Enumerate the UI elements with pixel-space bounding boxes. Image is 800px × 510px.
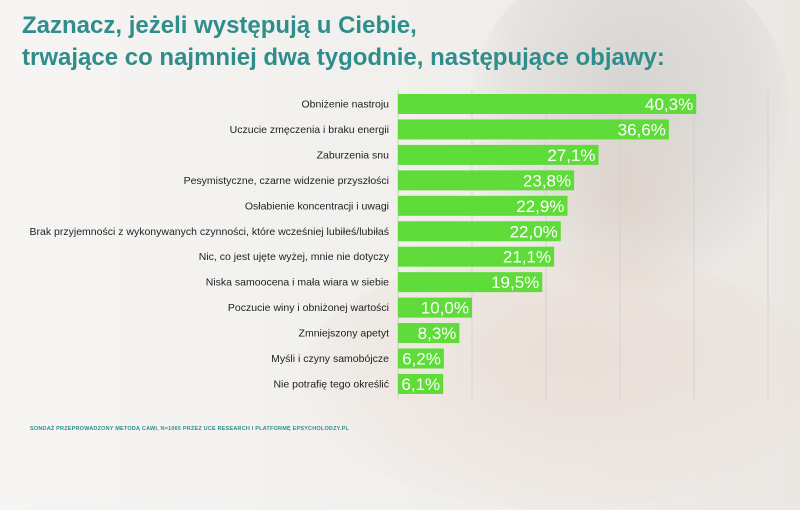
value-label: 19,5% — [491, 273, 539, 292]
category-label: Nic, co jest ujęte wyżej, mnie nie dotyc… — [199, 251, 390, 263]
value-label: 22,9% — [516, 197, 564, 216]
value-label: 6,1% — [401, 375, 440, 394]
bar — [398, 272, 543, 293]
value-label: 27,1% — [547, 146, 595, 165]
value-label: 10,0% — [421, 299, 469, 318]
value-label: 21,1% — [503, 248, 551, 267]
bar — [398, 119, 669, 140]
bar-chart: Obniżenie nastroju 40,3% Uczucie zmęczenia… — [30, 90, 769, 400]
bar — [398, 221, 561, 242]
category-label: Zmniejszony apetyt — [299, 328, 390, 340]
survey-footnote: SONDAŻ PRZEPROWADZONY METODĄ CAWI, N=106… — [30, 426, 350, 432]
category-label: Myśli i czyny samobójcze — [271, 353, 389, 365]
value-label: 36,6% — [618, 120, 666, 139]
bar — [398, 373, 444, 394]
category-label: Nie potrafię tego określić — [273, 378, 389, 390]
category-label: Niska samoocena i mała wiara w siebie — [206, 277, 389, 289]
category-label: Osłabienie koncentracji i uwagi — [245, 200, 389, 212]
bar — [398, 195, 568, 216]
value-label: 22,0% — [510, 222, 558, 241]
bar — [398, 170, 575, 191]
chart-title-line-1: Zaznacz, jeżeli występują u Ciebie, — [22, 12, 417, 39]
category-label: Obniżenie nastroju — [301, 99, 389, 111]
category-label: Brak przyjemności z wykonywanych czynnoś… — [30, 226, 389, 238]
bar — [398, 246, 555, 267]
bar — [398, 348, 444, 369]
bar — [398, 297, 472, 318]
category-label: Poczucie winy i obniżonej wartości — [228, 302, 389, 314]
value-label: 23,8% — [523, 171, 571, 190]
bar — [398, 323, 460, 344]
chart-title: Zaznacz, jeżeli występują u Ciebie, trwa… — [22, 10, 665, 74]
category-label: Zaburzenia snu — [317, 149, 390, 161]
bar — [398, 144, 599, 165]
chart-title-line-2: trwające co najmniej dwa tygodnie, nastę… — [22, 44, 665, 71]
category-label: Pesymistyczne, czarne widzenie przyszłoś… — [184, 175, 389, 187]
bar — [398, 94, 697, 114]
value-label: 8,3% — [418, 324, 457, 343]
category-label: Uczucie zmęczenia i braku energii — [230, 124, 389, 136]
value-label: 40,3% — [645, 95, 693, 114]
value-label: 6,2% — [402, 350, 441, 369]
